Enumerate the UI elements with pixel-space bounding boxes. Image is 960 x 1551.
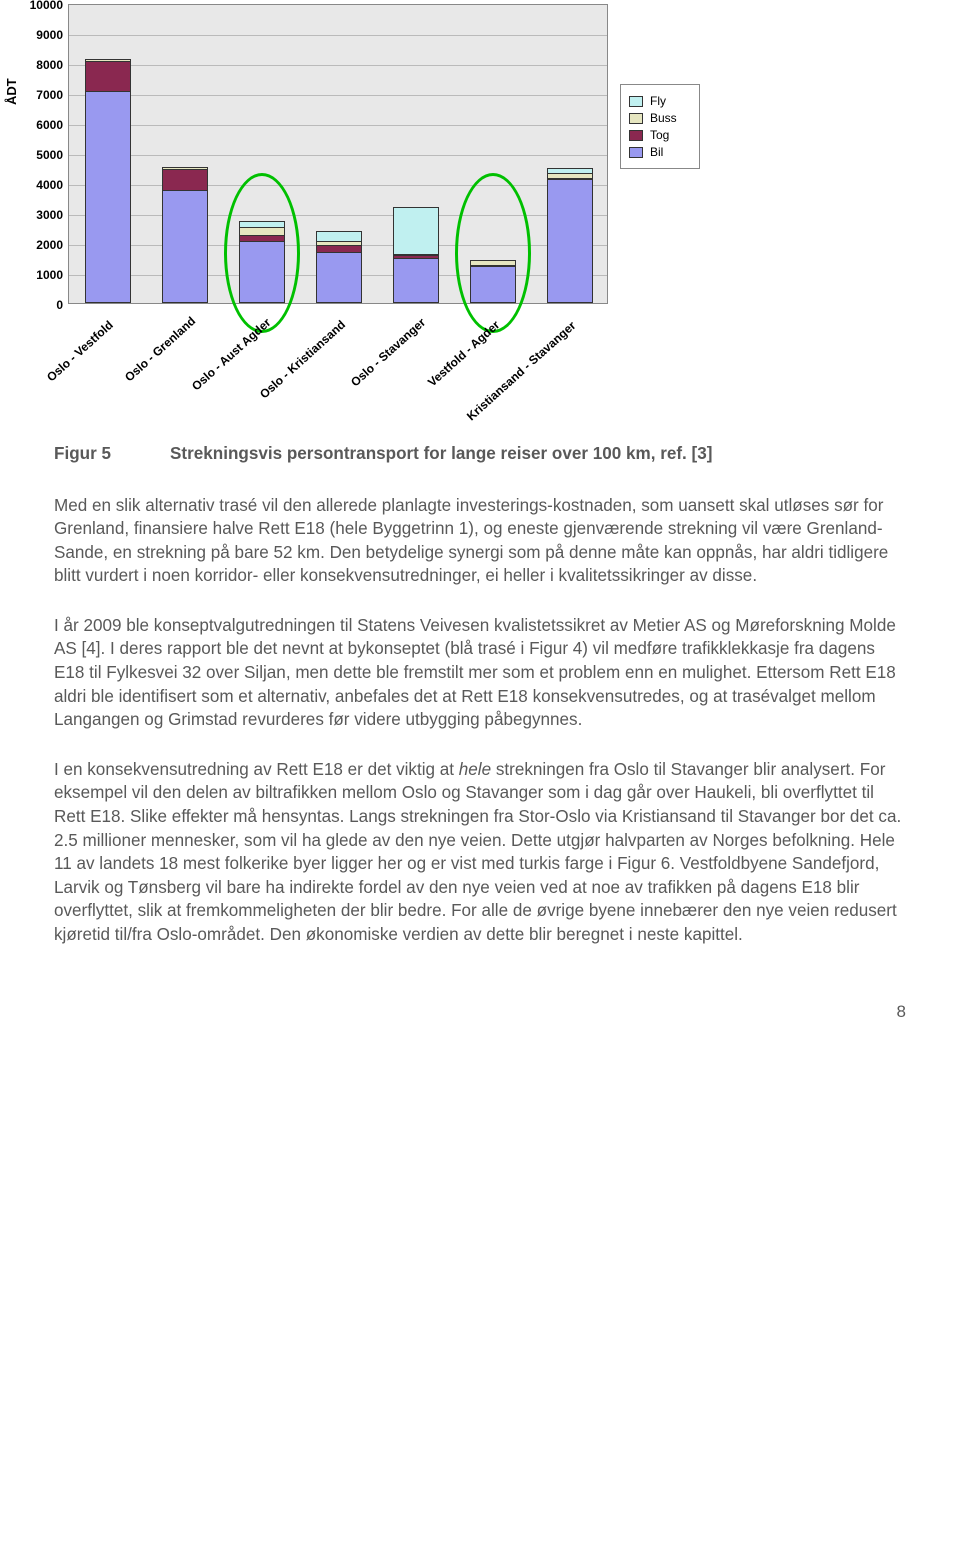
plot-area: 0100020003000400050006000700080009000100… xyxy=(68,4,608,304)
y-tick-label: 8000 xyxy=(36,58,63,72)
bar xyxy=(162,167,208,304)
chart-figure: ÅDT 010002000300040005000600070008000900… xyxy=(0,0,770,430)
highlight-circle xyxy=(455,173,531,333)
paragraph-3: I en konsekvensutredning av Rett E18 er … xyxy=(54,758,906,947)
p3-part-a: I en konsekvensutredning av Rett E18 er … xyxy=(54,760,459,779)
bar-segment-tog xyxy=(163,169,207,190)
figure-caption-text: Strekningsvis persontransport for lange … xyxy=(170,442,712,466)
bar-segment-bil xyxy=(317,252,361,302)
legend-item: Tog xyxy=(629,128,689,142)
grid-line xyxy=(69,35,607,36)
bar-segment-bil xyxy=(471,266,515,302)
grid-line xyxy=(69,65,607,66)
legend-item: Buss xyxy=(629,111,689,125)
y-tick-label: 7000 xyxy=(36,88,63,102)
bar-segment-bil xyxy=(240,241,284,302)
y-tick-label: 3000 xyxy=(36,208,63,222)
p3-italic: hele xyxy=(459,760,491,779)
bar xyxy=(239,221,285,304)
legend-label: Bil xyxy=(650,145,663,159)
bar-segment-bil xyxy=(163,190,207,302)
y-tick-label: 0 xyxy=(56,298,63,312)
bar xyxy=(316,231,362,303)
x-tick-label: Oslo - Grenland xyxy=(122,314,198,385)
y-tick-label: 9000 xyxy=(36,28,63,42)
x-tick-label: Oslo - Aust Agder xyxy=(189,315,274,393)
y-axis-label: ÅDT xyxy=(4,78,19,105)
legend-swatch xyxy=(629,113,643,124)
figure-caption: Figur 5 Strekningsvis persontransport fo… xyxy=(54,442,906,466)
legend-swatch xyxy=(629,96,643,107)
bar-segment-fly xyxy=(394,208,438,254)
figure-label: Figur 5 xyxy=(54,442,170,466)
y-tick-label: 10000 xyxy=(30,0,63,12)
page-number: 8 xyxy=(0,1002,960,1042)
legend-swatch xyxy=(629,130,643,141)
y-tick-label: 2000 xyxy=(36,238,63,252)
legend-item: Fly xyxy=(629,94,689,108)
bar xyxy=(470,260,516,304)
bar-segment-bil xyxy=(86,91,130,302)
bar xyxy=(85,59,131,304)
p3-part-b: strekningen fra Oslo til Stavanger blir … xyxy=(54,760,901,944)
chart-box: ÅDT 010002000300040005000600070008000900… xyxy=(0,0,620,390)
x-tick-label: Vestfold - Agder xyxy=(425,317,502,389)
grid-line xyxy=(69,95,607,96)
legend-label: Buss xyxy=(650,111,677,125)
grid-line xyxy=(69,155,607,156)
grid-line xyxy=(69,125,607,126)
grid-line xyxy=(69,185,607,186)
x-tick-label: Oslo - Kristiansand xyxy=(257,318,348,402)
paragraph-2: I år 2009 ble konseptvalgutredningen til… xyxy=(54,614,906,732)
y-tick-label: 6000 xyxy=(36,118,63,132)
bar-segment-tog xyxy=(86,61,130,91)
document-body: Figur 5 Strekningsvis persontransport fo… xyxy=(0,430,960,1002)
legend-label: Tog xyxy=(650,128,669,142)
y-tick-label: 1000 xyxy=(36,268,63,282)
bar-segment-tog xyxy=(317,245,361,252)
bar xyxy=(393,207,439,303)
y-tick-label: 5000 xyxy=(36,148,63,162)
paragraph-1: Med en slik alternativ trasé vil den all… xyxy=(54,494,906,588)
bar-segment-buss xyxy=(240,227,284,234)
legend-item: Bil xyxy=(629,145,689,159)
bar-segment-bil xyxy=(548,179,592,302)
legend-label: Fly xyxy=(650,94,666,108)
x-tick-label: Oslo - Vestfold xyxy=(44,318,116,385)
legend-swatch xyxy=(629,147,643,158)
chart-legend: Fly Buss Tog Bil xyxy=(620,84,700,169)
y-tick-label: 4000 xyxy=(36,178,63,192)
bar xyxy=(547,168,593,303)
x-tick-label: Oslo - Stavanger xyxy=(348,315,428,389)
grid-line xyxy=(69,215,607,216)
bar-segment-bil xyxy=(394,258,438,302)
bar-segment-fly xyxy=(317,232,361,241)
